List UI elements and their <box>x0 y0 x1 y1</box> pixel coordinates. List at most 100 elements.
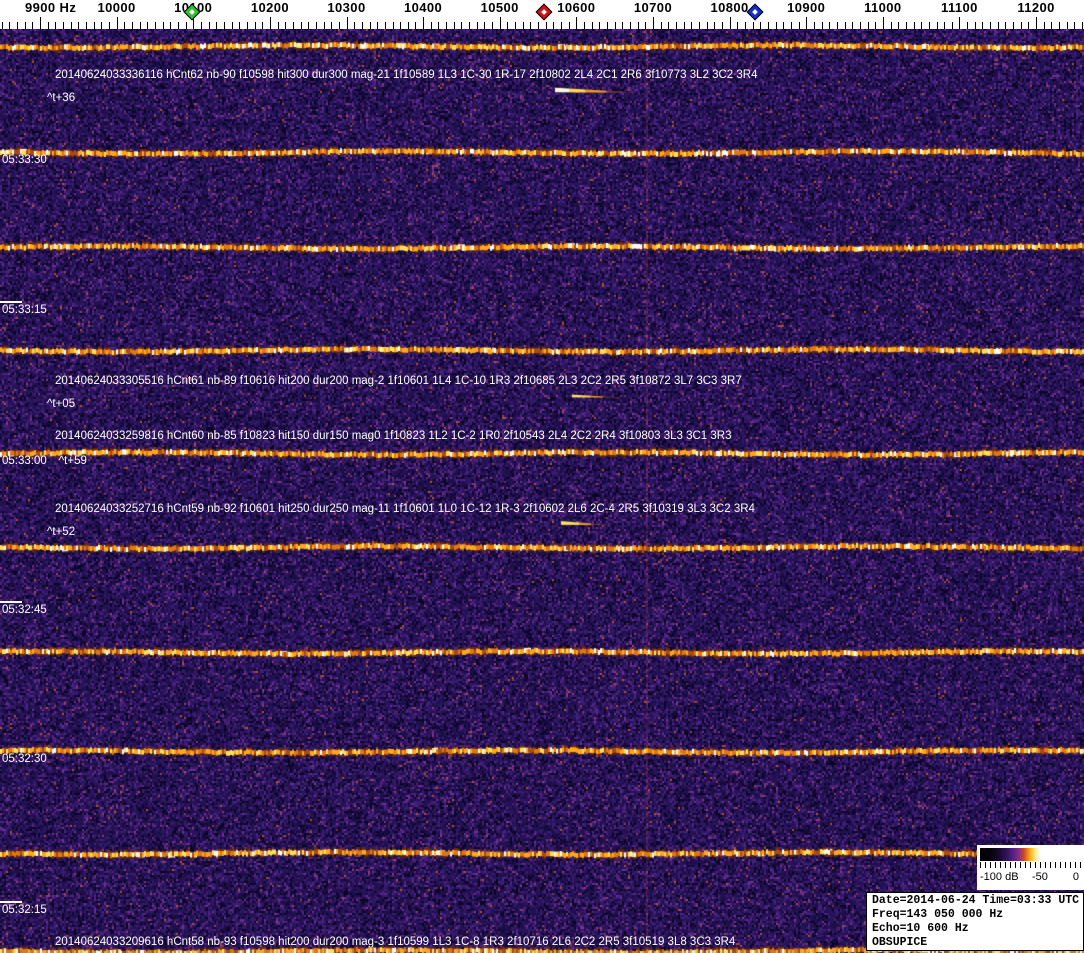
minor-tick <box>1066 22 1068 29</box>
minor-tick <box>607 22 608 29</box>
minor-tick <box>706 22 708 29</box>
red-diamond[interactable] <box>535 3 553 21</box>
time-label: 05:33:30 <box>2 154 47 166</box>
minor-tick <box>1013 22 1015 29</box>
minor-tick <box>905 22 907 29</box>
detection-annotation: 20140624033305516 hCnt61 nb-89 f10616 hi… <box>55 375 742 387</box>
minor-tick <box>530 22 532 29</box>
minor-tick <box>813 22 815 29</box>
minor-tick <box>614 22 616 29</box>
major-tick <box>1036 17 1038 29</box>
minor-tick <box>890 22 892 29</box>
minor-tick <box>177 22 179 29</box>
major-tick <box>193 17 195 29</box>
minor-tick <box>875 22 877 29</box>
db-color-scale: -100 dB -50 0 <box>977 845 1084 890</box>
marker-center-dot <box>752 9 758 16</box>
minor-tick <box>1043 22 1045 29</box>
minor-tick <box>285 22 287 29</box>
major-tick <box>269 17 271 29</box>
major-tick <box>959 17 961 29</box>
time-tick <box>0 901 22 903</box>
major-tick <box>499 17 501 29</box>
minor-tick <box>1051 22 1053 29</box>
minor-tick <box>944 22 946 29</box>
time-offset-marker: ^t+59 <box>58 455 87 467</box>
minor-tick <box>737 22 739 29</box>
minor-tick <box>17 22 18 29</box>
minor-tick <box>32 22 34 29</box>
color-scale-ticks <box>980 862 1081 868</box>
minor-tick <box>78 22 80 29</box>
minor-tick <box>377 22 379 29</box>
freq-label: 10300 <box>327 0 366 15</box>
frequency-ruler[interactable]: 9900 Hz100001010010200103001040010500106… <box>0 0 1084 29</box>
freq-label: 11000 <box>864 0 902 15</box>
time-label: 05:33:15 <box>2 304 47 316</box>
minor-tick <box>254 22 256 29</box>
minor-tick <box>392 22 394 29</box>
minor-tick <box>338 22 340 29</box>
minor-tick <box>928 22 930 29</box>
detection-annotation: 20140624033259816 hCnt60 nb-85 f10823 hi… <box>55 430 732 442</box>
minor-tick <box>246 22 248 29</box>
minor-tick <box>974 22 976 29</box>
minor-tick <box>698 22 700 29</box>
blue-diamond[interactable] <box>746 3 764 21</box>
minor-tick <box>461 22 463 29</box>
minor-tick <box>262 22 264 29</box>
minor-tick <box>446 22 448 29</box>
minor-tick <box>131 22 133 29</box>
minor-tick <box>139 22 141 29</box>
freq-label: 10500 <box>480 0 519 15</box>
minor-tick <box>292 22 294 29</box>
station-info-box: Date=2014-06-24 Time=03:33 UTC Freq=143 … <box>866 892 1084 951</box>
color-gradient-bar <box>980 848 1080 861</box>
minor-tick <box>308 22 310 29</box>
minor-tick <box>752 22 754 29</box>
minor-tick <box>859 22 861 29</box>
major-tick <box>729 17 731 29</box>
minor-tick <box>990 22 992 29</box>
detection-annotation: 20140624033252716 hCnt59 nb-92 f10601 hi… <box>55 503 755 515</box>
minor-tick <box>369 22 371 29</box>
minor-tick <box>553 22 555 29</box>
minor-tick <box>361 22 363 29</box>
minor-tick <box>744 22 746 29</box>
minor-tick <box>683 22 685 29</box>
minor-tick <box>844 22 846 29</box>
minor-tick <box>63 22 64 29</box>
freq-label: 10800 <box>710 0 749 15</box>
scale-label-min: -100 dB <box>980 871 1019 883</box>
minor-tick <box>415 22 417 29</box>
major-tick <box>346 17 348 29</box>
minor-tick <box>538 22 539 29</box>
minor-tick <box>223 22 225 29</box>
minor-tick <box>231 22 233 29</box>
minor-tick <box>109 22 110 29</box>
minor-tick <box>668 22 670 29</box>
minor-tick <box>660 22 662 29</box>
minor-tick <box>216 22 218 29</box>
minor-tick <box>430 22 432 29</box>
info-station-name: OBSUPICE <box>872 936 928 949</box>
time-offset-marker: ^t+05 <box>47 398 76 410</box>
minor-tick <box>154 22 156 29</box>
minor-tick <box>170 22 172 29</box>
minor-tick <box>469 22 471 29</box>
minor-tick <box>675 22 677 29</box>
info-date-time: Date=2014-06-24 Time=03:33 UTC <box>872 894 1080 907</box>
minor-tick <box>331 22 333 29</box>
minor-tick <box>967 22 969 29</box>
spectrogram-canvas[interactable] <box>0 29 1084 953</box>
color-scale-labels: -100 dB -50 0 <box>977 870 1084 886</box>
minor-tick <box>829 22 831 29</box>
major-tick <box>40 17 41 29</box>
minor-tick <box>637 22 639 29</box>
minor-tick <box>476 22 478 29</box>
minor-tick <box>982 22 984 29</box>
minor-tick <box>124 22 126 29</box>
detection-annotation: 20140624033209616 hCnt58 nb-93 f10598 hi… <box>55 936 736 948</box>
freq-label: 11100 <box>941 0 978 15</box>
